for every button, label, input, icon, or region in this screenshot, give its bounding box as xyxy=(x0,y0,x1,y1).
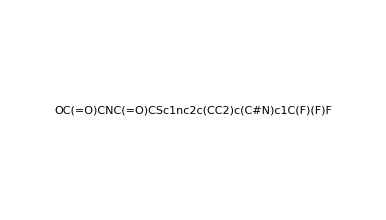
Text: OC(=O)CNC(=O)CSc1nc2c(CC2)c(C#N)c1C(F)(F)F: OC(=O)CNC(=O)CSc1nc2c(CC2)c(C#N)c1C(F)(F… xyxy=(54,105,332,115)
